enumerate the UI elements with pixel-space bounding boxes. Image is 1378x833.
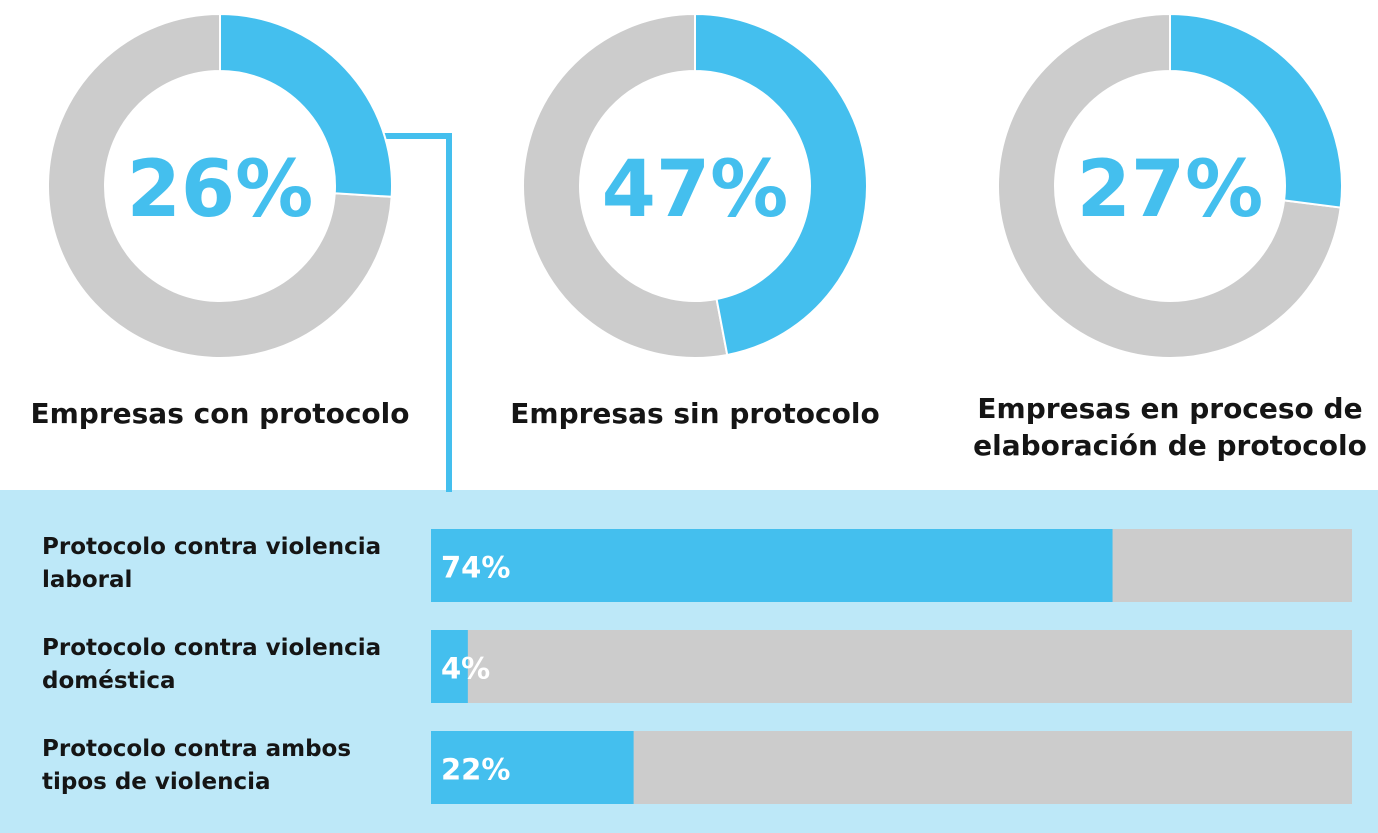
bar-label: Protocolo contra ambos tipos de violenci… (42, 736, 352, 795)
bar (431, 731, 634, 804)
donut-segment (694, 12, 868, 357)
donut-label: Empresas con protocolo (30, 397, 410, 430)
bar-value-label: 74% (441, 551, 510, 585)
ring-track (47, 12, 393, 359)
bar (431, 529, 1113, 602)
donut-label: Empresas sin protocolo (510, 397, 880, 430)
bar-label: Protocolo contra violencia doméstica (42, 635, 382, 694)
bar-track (431, 630, 1352, 703)
donut-value-label: 47% (602, 145, 789, 235)
ring-track (521, 12, 729, 359)
donut-value-label: 26% (127, 145, 314, 235)
bar (431, 630, 468, 703)
donut-segment (1169, 12, 1343, 209)
connector (380, 133, 452, 492)
donut-segment (219, 12, 393, 198)
bar-label: Protocolo contra violencia laboral (42, 534, 382, 593)
bar-value-label: 22% (441, 753, 510, 787)
donut-label: Empresas en proceso de elaboración de pr… (973, 392, 1367, 462)
donut-value-label: 27% (1077, 145, 1264, 235)
ring-track (996, 12, 1342, 359)
bar-value-label: 4% (441, 652, 490, 686)
